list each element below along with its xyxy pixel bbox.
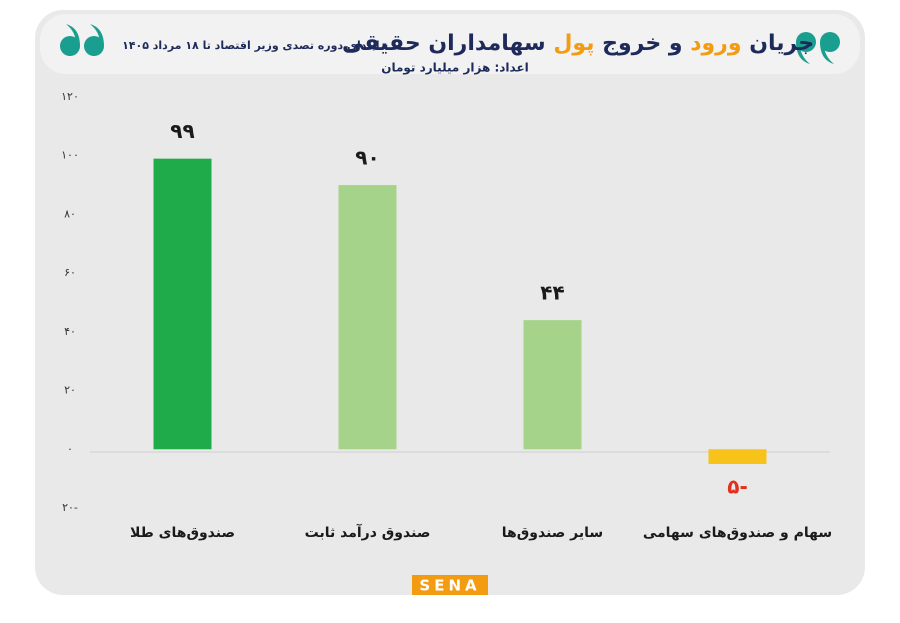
x-tick-label: صندوق‌های طلا (130, 525, 235, 541)
bar (338, 185, 397, 450)
value-label: ۴۴ (540, 281, 564, 305)
x-tick-label: سایر صندوق‌ها (502, 525, 603, 541)
title-segment: و خروج (602, 31, 682, 56)
y-tick-label: ۰ (67, 442, 73, 455)
y-tick-label: ۱۲۰ (61, 90, 79, 103)
title-segment: پول (553, 31, 594, 56)
x-tick-label: سهام و صندوق‌های سهامی (643, 525, 832, 541)
chart-subtitle: - ابتدای دوره تصدی وزیر اقتصاد تا ۱۸ مرد… (122, 39, 388, 52)
title-segment: جریان (749, 31, 814, 56)
panel (35, 10, 865, 595)
logo-box (412, 575, 488, 595)
x-tick-label: صندوق درآمد ثابت (305, 523, 431, 541)
bar (708, 449, 767, 464)
bar (523, 320, 582, 450)
title-segment: ورود (690, 31, 741, 56)
y-tick-label: ۸۰ (64, 207, 76, 220)
value-label: ۹۹ (170, 119, 194, 143)
chart-title: جریان ورود و خروج پول سهامداران حقیقی (342, 31, 814, 56)
y-tick-label: ۱۰۰ (61, 149, 79, 162)
unit-note: اعداد: هزار میلیارد تومان (381, 61, 529, 76)
title-segment: سهامداران حقیقی (342, 31, 546, 56)
value-label: ۹۰ (355, 146, 379, 170)
bar (153, 158, 212, 450)
value-label: -۵ (727, 474, 748, 498)
logo: SENA (419, 577, 480, 595)
quote-left (60, 24, 104, 56)
y-tick-label: ۲۰ (64, 384, 76, 397)
y-tick-label: ۴۰ (64, 325, 76, 338)
y-tick-label: ۶۰ (64, 266, 76, 279)
quote-right (796, 32, 840, 64)
header-band (40, 14, 860, 74)
y-tick-label: -۲۰ (62, 501, 78, 514)
